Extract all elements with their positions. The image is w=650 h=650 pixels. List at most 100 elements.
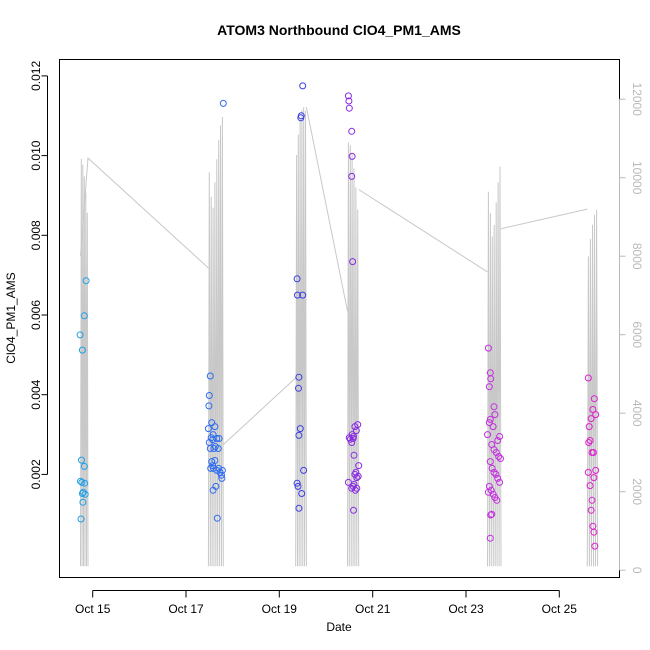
data-point: [299, 82, 307, 90]
data-point: [486, 534, 494, 542]
data-point: [484, 488, 492, 496]
data-point: [219, 99, 227, 107]
data-point: [353, 474, 361, 482]
data-point: [295, 431, 303, 439]
data-point: [205, 392, 213, 399]
data-point: [81, 490, 89, 498]
plot-frame: [59, 59, 620, 578]
data-point: [209, 436, 217, 444]
data-point: [496, 433, 504, 440]
data-point: [485, 419, 493, 427]
data-point: [345, 104, 353, 112]
data-point: [348, 484, 356, 492]
data-point: [218, 474, 226, 482]
x-axis: Oct 15 Oct 17 Oct 19 Oct 21 Oct 23 Oct 25: [75, 590, 578, 616]
data-point: [484, 431, 491, 439]
data-point: [348, 152, 356, 160]
data-point: [345, 97, 353, 105]
y2-tick-label: 4000: [630, 400, 644, 427]
data-point: [352, 468, 360, 476]
data-point: [591, 542, 599, 550]
x-tick-label: Oct 25: [542, 602, 578, 616]
data-point: [210, 445, 218, 452]
y-tick-label: 0.010: [29, 140, 43, 170]
data-points: [76, 82, 600, 550]
data-point: [592, 466, 600, 474]
data-point: [208, 458, 216, 466]
data-point: [76, 331, 84, 339]
data-point: [486, 458, 494, 466]
altitude-transit-line: [80, 157, 209, 269]
altitude-profile-line: [586, 209, 599, 567]
x-tick-label: Oct 19: [262, 602, 298, 616]
y2-tick-label: 10000: [630, 161, 644, 195]
data-point: [592, 411, 600, 419]
data-point: [295, 373, 303, 381]
data-point: [489, 423, 497, 431]
data-point: [349, 258, 357, 266]
data-point: [590, 395, 598, 403]
data-point: [497, 455, 504, 462]
y-tick-label: 0.008: [29, 220, 43, 250]
altitude-profile-line: [207, 116, 224, 567]
data-point: [490, 403, 498, 411]
data-point: [354, 472, 362, 480]
altitude-transit-line: [500, 208, 588, 230]
data-point: [77, 515, 85, 523]
data-point: [294, 291, 301, 299]
data-point: [495, 453, 503, 460]
y2-tick-label: 0: [630, 567, 644, 574]
data-point: [215, 464, 223, 472]
x-tick-label: Oct 17: [168, 602, 204, 616]
data-point: [350, 451, 358, 459]
altitude-profile-line: [487, 166, 502, 567]
altitude-trace: [80, 107, 599, 567]
data-point: [351, 486, 359, 494]
data-point: [353, 484, 361, 492]
y2-tick-label: 8000: [630, 243, 644, 270]
data-point: [207, 464, 215, 472]
altitude-profile-line: [80, 158, 89, 567]
data-point: [79, 498, 87, 506]
data-point: [492, 470, 500, 478]
data-point: [494, 437, 502, 444]
data-point: [81, 479, 89, 487]
y-tick-label: 0.006: [29, 300, 43, 330]
data-point: [348, 172, 356, 180]
x-tick-label: Oct 15: [75, 602, 111, 616]
data-point: [354, 421, 362, 429]
data-point: [348, 127, 356, 135]
data-point: [79, 488, 87, 496]
data-point: [293, 479, 301, 487]
altitude-profile-line: [295, 107, 307, 567]
data-point: [487, 511, 495, 519]
x-tick-label: Oct 23: [448, 602, 484, 616]
data-point: [300, 466, 308, 474]
data-point: [211, 423, 219, 431]
altitude-profile-line: [347, 142, 360, 567]
data-point: [490, 468, 498, 476]
data-point: [586, 437, 594, 444]
data-point: [296, 425, 304, 433]
data-point: [349, 435, 357, 442]
data-point: [298, 490, 306, 497]
data-point: [299, 291, 307, 299]
data-point: [78, 346, 86, 354]
x-tick-label: Oct 21: [355, 602, 391, 616]
data-point: [211, 457, 219, 464]
data-point: [297, 112, 305, 120]
y-tick-label: 0.002: [29, 459, 43, 489]
altitude-transit-line: [305, 107, 348, 312]
y2-axis: 0 2000 4000 6000 8000 10000 12000: [619, 83, 644, 574]
y-axis: 0.002 0.004 0.006 0.008 0.010 0.012: [29, 61, 48, 489]
data-point: [584, 468, 592, 476]
data-point: [218, 471, 225, 479]
data-point: [355, 462, 363, 470]
data-point: [294, 482, 302, 490]
data-point: [486, 415, 494, 423]
data-point: [496, 478, 504, 486]
data-point: [78, 490, 86, 497]
y2-tick-label: 12000: [630, 83, 644, 117]
data-point: [589, 449, 597, 456]
